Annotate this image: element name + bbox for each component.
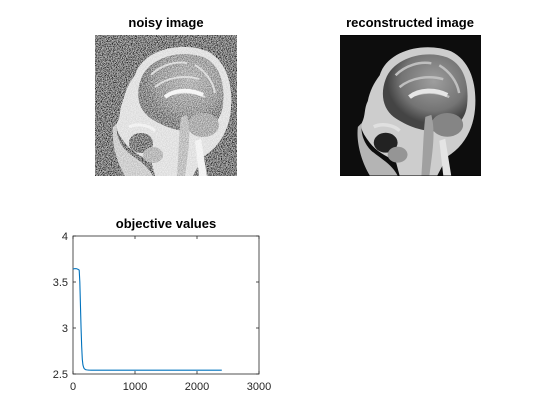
reconstructed-image-title: reconstructed image [346,15,474,30]
noisy-mri-graphic [95,35,237,176]
x-tick-label: 1000 [123,381,147,393]
chart-axes [72,235,260,375]
objective-series-line [72,268,222,371]
reconstructed-mri-image [340,35,481,176]
y-tick-label: 3.5 [53,277,68,289]
reconstructed-mri-graphic [340,35,481,176]
plot-box [72,235,260,375]
chart-title: objective values [115,216,217,231]
chart-ticks: 0 1000 2000 3000 2.5 3 3.5 4 [53,231,272,393]
noisy-mri-image [95,35,237,176]
y-tick-label: 4 [62,231,68,243]
x-tick-label: 3000 [247,381,271,393]
y-tick-label: 2.5 [53,369,68,381]
noisy-image-title: noisy image [128,15,204,30]
x-tick-label: 0 [70,381,76,393]
y-tick-label: 3 [62,323,68,335]
x-tick-label: 2000 [185,381,209,393]
chart-series [72,268,222,371]
